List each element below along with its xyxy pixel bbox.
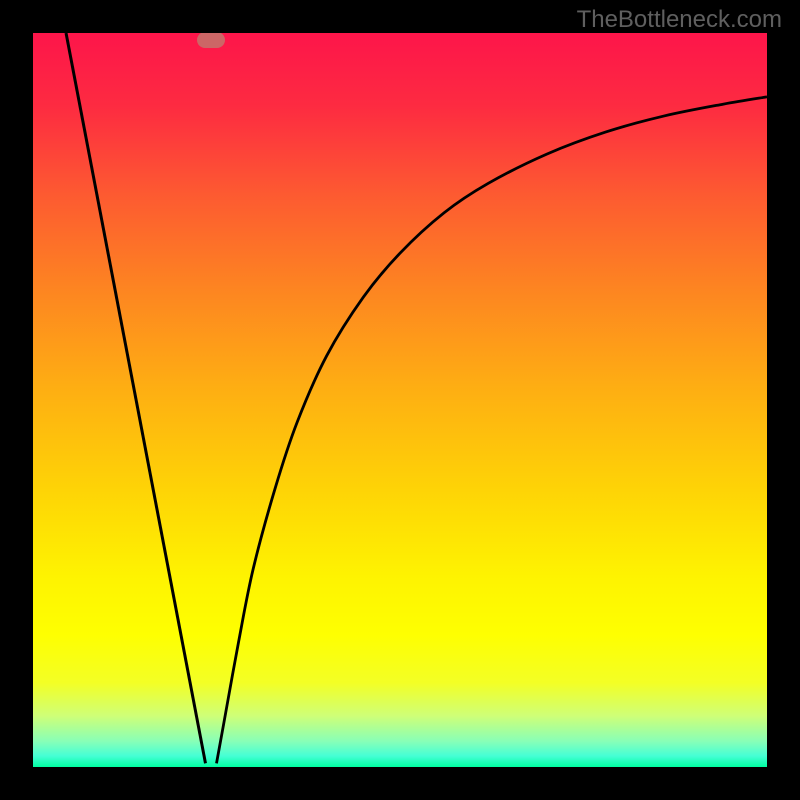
curve-left-branch — [66, 33, 205, 763]
curve-right-branch — [217, 97, 768, 763]
chart-curve — [33, 33, 767, 767]
chart-plot-area — [33, 33, 767, 767]
watermark-text: TheBottleneck.com — [577, 6, 782, 34]
bottleneck-marker — [197, 33, 225, 48]
